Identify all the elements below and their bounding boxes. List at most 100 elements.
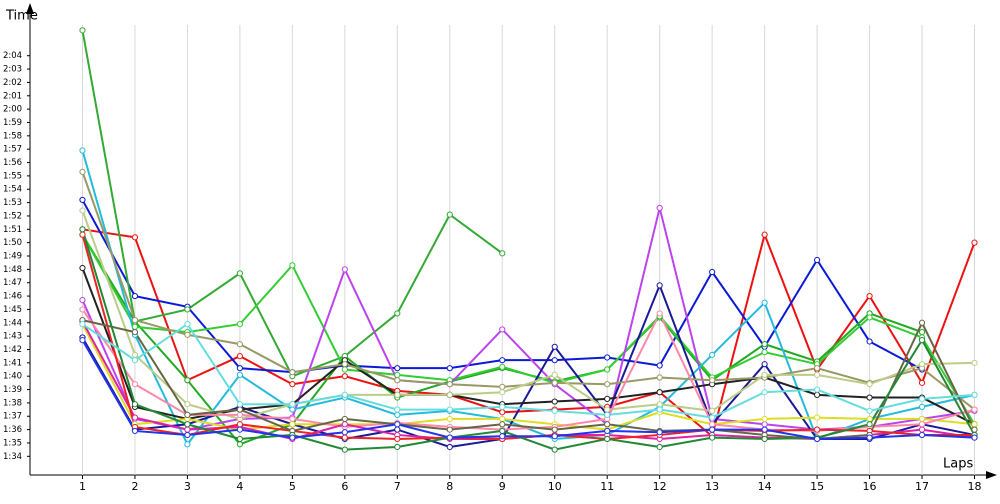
y-tick-label: 1:47 <box>3 278 22 288</box>
x-tick-label: 12 <box>653 480 667 493</box>
series-line <box>81 171 976 411</box>
point <box>918 421 926 428</box>
point <box>866 381 873 388</box>
point <box>918 403 926 410</box>
point <box>866 292 873 300</box>
point <box>761 341 768 348</box>
point <box>499 421 506 428</box>
point <box>394 426 401 433</box>
point <box>446 406 453 413</box>
point <box>394 421 401 428</box>
plot <box>79 27 978 453</box>
y-tick-label: 1:49 <box>3 252 22 262</box>
point <box>709 377 716 384</box>
point <box>499 326 506 333</box>
y-tick-label: 1:38 <box>3 398 22 408</box>
y-tick-label: 1:53 <box>3 198 22 208</box>
point <box>761 415 768 423</box>
point <box>709 434 716 441</box>
point <box>79 27 86 34</box>
x-tick-label: 13 <box>705 480 719 493</box>
point <box>184 441 191 448</box>
point <box>551 433 558 440</box>
point <box>289 401 296 408</box>
point <box>184 306 191 313</box>
point <box>131 292 139 300</box>
point <box>236 353 243 360</box>
point <box>866 314 873 321</box>
x-tick-label: 14 <box>758 480 772 493</box>
series-line <box>81 267 975 426</box>
point <box>971 406 978 413</box>
point <box>971 434 978 441</box>
series-line <box>81 229 976 451</box>
x-tick-label: 7 <box>394 480 401 493</box>
point <box>341 366 348 373</box>
point <box>604 406 611 413</box>
y-axis-label: Time <box>5 9 38 24</box>
point <box>971 239 978 246</box>
x-tick-label: 4 <box>236 480 243 493</box>
point <box>289 421 296 428</box>
point <box>499 427 506 435</box>
point <box>813 391 821 398</box>
point <box>131 414 139 421</box>
point <box>446 415 453 423</box>
point <box>236 270 243 277</box>
x-tick-label: 16 <box>863 480 877 493</box>
point <box>866 394 873 401</box>
y-tick-label: 2:01 <box>3 91 22 101</box>
point <box>656 389 663 396</box>
x-tick-label: 17 <box>915 480 929 493</box>
point <box>813 426 821 433</box>
point <box>499 357 506 364</box>
point <box>236 341 243 348</box>
x-tick-label: 3 <box>184 480 191 493</box>
point <box>446 391 453 398</box>
point <box>341 373 348 380</box>
point <box>79 226 86 233</box>
point <box>971 426 978 433</box>
y-tick-label: 1:35 <box>3 438 22 448</box>
point <box>499 433 506 440</box>
x-tick-label: 8 <box>446 480 453 493</box>
y-tick-label: 1:57 <box>3 145 22 155</box>
point <box>289 381 296 388</box>
x-axis-arrow <box>986 471 997 479</box>
point <box>131 351 139 358</box>
point <box>656 204 663 212</box>
x-tick-label: 10 <box>548 480 562 493</box>
y-tick-label: 1:58 <box>3 131 22 141</box>
point <box>918 329 926 336</box>
y-tick-label: 1:44 <box>3 318 22 328</box>
point <box>813 435 821 443</box>
point <box>813 414 821 421</box>
point <box>709 426 716 433</box>
point <box>761 299 768 306</box>
point <box>289 369 296 376</box>
point <box>236 365 243 372</box>
point <box>761 231 768 238</box>
x-tick-label: 6 <box>341 480 348 493</box>
x-tick-label: 15 <box>810 480 824 493</box>
point <box>236 321 243 328</box>
y-axis-arrow <box>26 3 34 14</box>
point <box>394 435 401 443</box>
point <box>761 371 768 378</box>
point <box>341 429 348 436</box>
y-tick-label: 1:39 <box>3 385 22 395</box>
point <box>866 434 873 441</box>
point <box>394 371 401 378</box>
point <box>918 395 926 402</box>
point <box>236 421 243 428</box>
point <box>79 168 86 175</box>
point <box>79 207 86 214</box>
point <box>236 371 243 378</box>
y-tick-label: 1:41 <box>3 358 22 368</box>
point <box>184 421 191 428</box>
y-tick-label: 2:03 <box>3 65 22 75</box>
point <box>341 266 348 273</box>
point <box>604 381 611 388</box>
y-tick-label: 2:04 <box>3 51 22 61</box>
point <box>604 395 611 402</box>
